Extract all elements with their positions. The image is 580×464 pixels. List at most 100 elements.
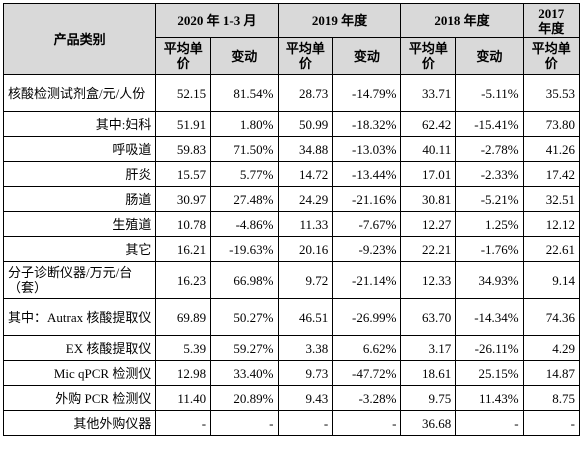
cell-avg-price-2018: 33.71 bbox=[400, 74, 457, 112]
cell-change-2019: -3.28% bbox=[332, 385, 402, 411]
cell-avg-price-2018: 62.42 bbox=[400, 111, 457, 137]
cell-change-2019: -21.16% bbox=[332, 186, 402, 212]
table-row: 其中:妇科 51.91 1.80% 50.99 -18.32% 62.42 -15.41% 7… bbox=[2, 111, 580, 137]
cell-avg-price-2017: 74.36 bbox=[522, 298, 580, 336]
cell-change-2018: - bbox=[455, 410, 524, 436]
cell-avg-price-2018: 18.61 bbox=[400, 360, 457, 386]
cell-avg-price-2018: 17.01 bbox=[400, 161, 457, 187]
cell-avg-price-2017: 35.53 bbox=[522, 74, 580, 112]
cell-change-2020: 20.89% bbox=[210, 385, 279, 411]
cell-change-2019: -21.14% bbox=[332, 261, 402, 299]
table-row: 其中：Autrax 核酸提取仪 69.89 50.27% 46.51 -26.99% 63… bbox=[2, 298, 580, 336]
cell-change-2020: -4.86% bbox=[210, 211, 279, 237]
header-change-2019: 变动 bbox=[332, 37, 402, 75]
table-row: 外购 PCR 检测仪 11.40 20.89% 9.43 -3.28% 9.75 11.43… bbox=[2, 385, 580, 411]
cell-avg-price-2018: 12.27 bbox=[400, 211, 457, 237]
cell-avg-price-2017: 14.87 bbox=[522, 360, 580, 386]
cell-change-2018: 1.25% bbox=[455, 211, 524, 237]
cell-change-2020: 5.77% bbox=[210, 161, 279, 187]
cell-change-2019: -14.79% bbox=[332, 74, 402, 112]
cell-change-2018: -14.34% bbox=[455, 298, 524, 336]
header-row-periods: 产品类别 2020 年 1-3 月 2019 年度 2018 年度 2017 年… bbox=[2, 3, 580, 75]
cell-avg-price-2019: 11.33 bbox=[277, 211, 334, 237]
cell-avg-price-2020: - bbox=[155, 410, 212, 436]
row-label: 分子诊断仪器/万元/台（套） bbox=[2, 261, 157, 299]
header-avg-price-2020: 平均单价 bbox=[155, 37, 212, 75]
header-2017-year: 2017 bbox=[538, 5, 565, 21]
row-label: 其中:妇科 bbox=[2, 111, 157, 137]
header-period-2018: 2018 年度 bbox=[400, 3, 524, 38]
header-category: 产品类别 bbox=[2, 3, 157, 75]
cell-change-2018: -2.78% bbox=[455, 136, 524, 162]
cell-change-2020: 50.27% bbox=[210, 298, 279, 336]
cell-avg-price-2019: 14.72 bbox=[277, 161, 334, 187]
table-row: 肝炎 15.57 5.77% 14.72 -13.44% 17.01 -2.33% 17.42 bbox=[2, 161, 580, 187]
table-row: Mic qPCR 检测仪 12.98 33.40% 9.73 -47.72% 18.61 2… bbox=[2, 360, 580, 386]
cell-change-2020: 33.40% bbox=[210, 360, 279, 386]
table-row: 生殖道 10.78 -4.86% 11.33 -7.67% 12.27 1.25% 12.12 bbox=[2, 211, 580, 237]
cell-avg-price-2017: - bbox=[522, 410, 580, 436]
cell-change-2018: -15.41% bbox=[455, 111, 524, 137]
row-label: 肠道 bbox=[2, 186, 157, 212]
cell-avg-price-2020: 59.83 bbox=[155, 136, 212, 162]
cell-avg-price-2017: 8.75 bbox=[522, 385, 580, 411]
cell-change-2019: - bbox=[332, 410, 402, 436]
cell-change-2019: -13.44% bbox=[332, 161, 402, 187]
cell-change-2019: 6.62% bbox=[332, 335, 402, 361]
cell-avg-price-2019: 9.43 bbox=[277, 385, 334, 411]
header-avg-price-2017: 平均单价 bbox=[522, 37, 580, 75]
cell-change-2020: 1.80% bbox=[210, 111, 279, 137]
cell-avg-price-2018: 3.17 bbox=[400, 335, 457, 361]
cell-avg-price-2018: 22.21 bbox=[400, 236, 457, 262]
cell-avg-price-2018: 9.75 bbox=[400, 385, 457, 411]
cell-change-2019: -7.67% bbox=[332, 211, 402, 237]
cell-avg-price-2020: 30.97 bbox=[155, 186, 212, 212]
cell-change-2018: -26.11% bbox=[455, 335, 524, 361]
cell-avg-price-2018: 36.68 bbox=[400, 410, 457, 436]
cell-avg-price-2020: 12.98 bbox=[155, 360, 212, 386]
row-label: 其它 bbox=[2, 236, 157, 262]
cell-avg-price-2020: 69.89 bbox=[155, 298, 212, 336]
row-label: 外购 PCR 检测仪 bbox=[2, 385, 157, 411]
cell-change-2020: 59.27% bbox=[210, 335, 279, 361]
cell-avg-price-2017: 12.12 bbox=[522, 211, 580, 237]
cell-avg-price-2019: 24.29 bbox=[277, 186, 334, 212]
row-label: EX 核酸提取仪 bbox=[2, 335, 157, 361]
cell-change-2020: -19.63% bbox=[210, 236, 279, 262]
cell-avg-price-2018: 12.33 bbox=[400, 261, 457, 299]
row-label: Mic qPCR 检测仪 bbox=[2, 360, 157, 386]
row-label: 生殖道 bbox=[2, 211, 157, 237]
cell-avg-price-2019: 46.51 bbox=[277, 298, 334, 336]
cell-avg-price-2020: 10.78 bbox=[155, 211, 212, 237]
cell-avg-price-2019: 20.16 bbox=[277, 236, 334, 262]
header-change-2020: 变动 bbox=[210, 37, 279, 75]
cell-avg-price-2020: 16.21 bbox=[155, 236, 212, 262]
header-avg-price-2018: 平均单价 bbox=[400, 37, 457, 75]
cell-change-2018: -5.11% bbox=[455, 74, 524, 112]
cell-avg-price-2017: 73.80 bbox=[522, 111, 580, 137]
table-row: 其他外购仪器 - - - -36.68- - bbox=[2, 410, 580, 436]
table-row: 肠道 30.97 27.48% 24.29 -21.16% 30.81 -5.21% 32.5… bbox=[2, 186, 580, 212]
cell-avg-price-2019: 9.73 bbox=[277, 360, 334, 386]
row-label: 呼吸道 bbox=[2, 136, 157, 162]
cell-avg-price-2017: 17.42 bbox=[522, 161, 580, 187]
cell-avg-price-2017: 4.29 bbox=[522, 335, 580, 361]
row-label: 其他外购仪器 bbox=[2, 410, 157, 436]
cell-avg-price-2019: 50.99 bbox=[277, 111, 334, 137]
cell-change-2018: 25.15% bbox=[455, 360, 524, 386]
cell-avg-price-2020: 11.40 bbox=[155, 385, 212, 411]
cell-change-2019: -47.72% bbox=[332, 360, 402, 386]
cell-change-2019: -26.99% bbox=[332, 298, 402, 336]
cell-avg-price-2019: - bbox=[277, 410, 334, 436]
cell-avg-price-2020: 15.57 bbox=[155, 161, 212, 187]
cell-change-2018: 34.93% bbox=[455, 261, 524, 299]
avg-price-table: 产品类别 2020 年 1-3 月 2019 年度 2018 年度 2017 年… bbox=[2, 3, 580, 436]
header-2017-suffix: 年度 bbox=[538, 20, 565, 36]
cell-change-2019: -9.23% bbox=[332, 236, 402, 262]
cell-avg-price-2018: 40.11 bbox=[400, 136, 457, 162]
header-period-2020q1: 2020 年 1-3 月 bbox=[155, 3, 279, 38]
table-row: 核酸检测试剂盒/元/人份 52.15 81.54% 28.73 -14.79% 33.71… bbox=[2, 74, 580, 112]
cell-change-2018: -1.76% bbox=[455, 236, 524, 262]
cell-avg-price-2019: 34.88 bbox=[277, 136, 334, 162]
header-row-metrics: 平均单价 变动 平均单价 变动 平均单价 变动 平均单价 bbox=[4, 37, 580, 75]
